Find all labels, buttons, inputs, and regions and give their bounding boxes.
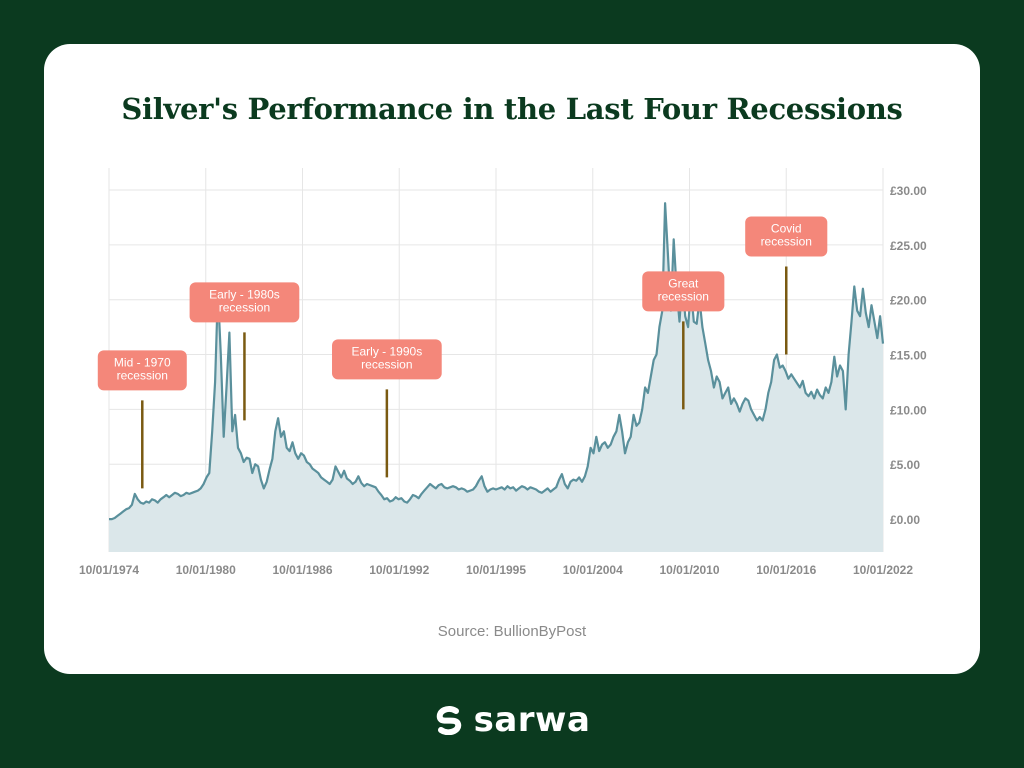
x-tick-label: 10/01/1995 [466, 563, 526, 577]
y-tick-label: £0.00 [890, 513, 920, 527]
recession-callout-label: Early - 1990s [352, 344, 423, 358]
recession-callout-box [745, 216, 828, 257]
chart-title: Silver's Performance in the Last Four Re… [121, 92, 903, 126]
recession-callout-label: recession [361, 357, 412, 371]
sarwa-logo-icon [436, 706, 461, 735]
y-tick-label: £25.00 [890, 239, 927, 253]
y-tick-label: £10.00 [890, 403, 927, 417]
recession-callout-label: Great [668, 276, 699, 290]
x-tick-label: 10/01/1986 [272, 563, 332, 577]
y-tick-label: £30.00 [890, 184, 927, 198]
x-tick-label: 10/01/2016 [756, 563, 816, 577]
recession-callout-label: Covid [771, 222, 802, 236]
recession-callout-label: recession [658, 289, 709, 303]
recession-callout-box [97, 350, 187, 391]
x-tick-label: 10/01/2010 [659, 563, 719, 577]
price-line [109, 202, 885, 521]
y-tick-label: £15.00 [890, 349, 927, 363]
brand-name: sarwa [473, 700, 591, 740]
x-tick-label: 10/01/1992 [369, 563, 429, 577]
recession-callout-box [642, 271, 725, 312]
recession-callout-label: recession [219, 300, 270, 314]
y-tick-label: £5.00 [890, 458, 920, 472]
x-tick-label: 10/01/2004 [563, 563, 623, 577]
recession-callout-label: recession [117, 368, 168, 382]
x-tick-label: 10/01/1980 [176, 563, 236, 577]
x-tick-label: 10/01/1974 [79, 563, 139, 577]
y-tick-label: £20.00 [890, 294, 927, 308]
source-note: Source: BullionByPost [437, 623, 587, 640]
x-tick-label: 10/01/2022 [853, 563, 913, 577]
recession-callout-label: recession [761, 235, 812, 249]
brand-logo: sarwa [0, 700, 1024, 740]
recession-callout-label: Mid - 1970 [114, 355, 171, 369]
chart-card [44, 44, 980, 674]
recession-callout-box [189, 282, 300, 323]
recession-callout-box [332, 339, 442, 380]
recession-callout-label: Early - 1980s [209, 287, 280, 301]
price-area [109, 203, 883, 552]
